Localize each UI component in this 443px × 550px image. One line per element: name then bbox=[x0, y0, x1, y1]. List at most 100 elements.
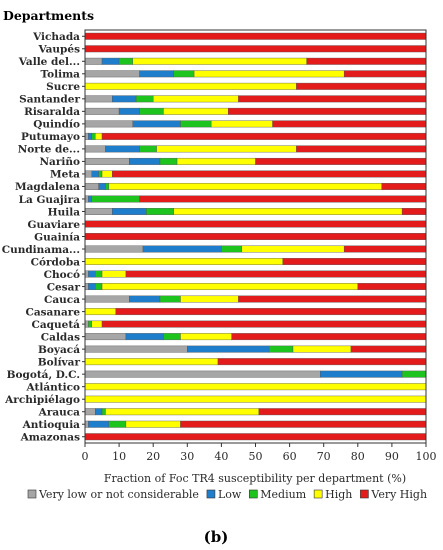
category-label: Arauca bbox=[38, 407, 81, 419]
category-label: Putumayo bbox=[21, 131, 80, 143]
bar-segment bbox=[217, 358, 427, 366]
bar-segment bbox=[343, 70, 427, 78]
bar-segment bbox=[135, 95, 154, 103]
category-label: Nariño bbox=[39, 156, 80, 168]
x-tick-label: 60 bbox=[283, 450, 297, 463]
x-tick-label: 0 bbox=[82, 450, 89, 463]
bar-segment bbox=[357, 283, 427, 291]
bar-segment bbox=[84, 82, 297, 90]
bar-segment bbox=[84, 157, 130, 165]
bar-segment bbox=[84, 220, 427, 228]
bar-segment bbox=[91, 320, 103, 328]
bar-segment bbox=[84, 182, 99, 190]
category-label: Meta bbox=[50, 169, 80, 181]
bar-segment bbox=[88, 270, 96, 278]
legend-swatch bbox=[313, 489, 323, 499]
bar-segment bbox=[105, 408, 260, 416]
chart-title: Departments bbox=[3, 8, 94, 23]
x-tick-label: 90 bbox=[385, 450, 399, 463]
category-label: Vaupés bbox=[37, 44, 80, 56]
category-label: Archipiélago bbox=[4, 394, 80, 406]
bar-segment bbox=[88, 195, 93, 203]
bar-segment bbox=[125, 270, 427, 278]
category-label: Casanare bbox=[25, 306, 80, 318]
bar-segment bbox=[105, 182, 110, 190]
bar-segment bbox=[268, 345, 294, 353]
bar-segment bbox=[231, 333, 427, 341]
bars-group bbox=[84, 32, 427, 441]
category-label: Antioquia bbox=[22, 419, 81, 431]
bar-segment bbox=[152, 95, 239, 103]
bar-segment bbox=[112, 170, 427, 178]
bar-segment bbox=[282, 258, 427, 265]
bar-segment bbox=[84, 132, 89, 140]
bar-segment bbox=[173, 70, 195, 78]
bar-segment bbox=[163, 333, 181, 341]
bar-segment bbox=[101, 283, 359, 291]
bar-segment bbox=[84, 170, 93, 178]
bar-segment bbox=[88, 420, 110, 428]
bar-segment bbox=[101, 57, 120, 65]
bar-segment bbox=[401, 208, 427, 215]
x-tick-label: 40 bbox=[214, 450, 228, 463]
bar-segment bbox=[156, 145, 297, 153]
bar-segment bbox=[84, 107, 120, 115]
bar-segment bbox=[112, 95, 137, 103]
x-tick-label: 10 bbox=[112, 450, 126, 463]
bar-segment bbox=[210, 120, 273, 128]
bar-segment bbox=[125, 420, 181, 428]
bar-segment bbox=[139, 107, 164, 115]
category-label: Quindío bbox=[33, 119, 80, 131]
legend-label: Low bbox=[218, 488, 242, 501]
bar-segment bbox=[84, 420, 89, 428]
x-axis-label: Fraction of Foc TR4 susceptibility per d… bbox=[104, 472, 406, 485]
bar-segment bbox=[228, 107, 427, 115]
category-label: Risaralda bbox=[24, 106, 80, 118]
bar-segment bbox=[84, 295, 130, 303]
bar-segment bbox=[84, 245, 144, 253]
bar-segment bbox=[139, 195, 427, 203]
category-label: Cesar bbox=[47, 281, 81, 293]
category-label: Santander bbox=[19, 94, 80, 106]
bar-segment bbox=[180, 420, 427, 428]
bar-segment bbox=[84, 32, 427, 40]
bar-segment bbox=[84, 95, 113, 103]
category-label: Cauca bbox=[44, 294, 80, 306]
x-tick-label: 30 bbox=[180, 450, 194, 463]
legend-swatch bbox=[360, 489, 369, 499]
category-label: Amazonas bbox=[20, 432, 80, 444]
bar-segment bbox=[132, 120, 181, 128]
bar-segment bbox=[88, 283, 96, 291]
bar-segment bbox=[139, 70, 174, 78]
category-label: Bogotá, D.C. bbox=[7, 369, 80, 381]
bar-segment bbox=[187, 345, 270, 353]
bar-segment bbox=[91, 195, 140, 203]
bar-segment bbox=[95, 132, 103, 140]
bar-segment bbox=[320, 370, 403, 378]
bar-segment bbox=[84, 208, 113, 215]
figure-caption: (b) bbox=[204, 528, 229, 546]
bar-segment bbox=[95, 270, 103, 278]
category-label: Boyacá bbox=[38, 344, 80, 356]
bar-segment bbox=[343, 245, 427, 253]
bar-segment bbox=[296, 145, 427, 153]
category-label: Tolima bbox=[40, 69, 80, 81]
bar-segment bbox=[108, 420, 127, 428]
bar-segment bbox=[84, 333, 127, 341]
bar-segment bbox=[112, 208, 147, 215]
bar-segment bbox=[84, 70, 140, 78]
x-tick-label: 70 bbox=[317, 450, 331, 463]
bar-segment bbox=[129, 295, 161, 303]
bar-segment bbox=[84, 57, 103, 65]
category-label: Caquetá bbox=[32, 319, 81, 331]
bar-segment bbox=[84, 433, 427, 441]
bar-segment bbox=[180, 120, 212, 128]
bar-segment bbox=[84, 395, 427, 403]
bar-segment bbox=[255, 157, 427, 165]
bar-segment bbox=[173, 208, 403, 215]
bar-segment bbox=[84, 270, 89, 278]
bar-segment bbox=[401, 370, 427, 378]
category-label: Sucre bbox=[46, 81, 80, 93]
bar-segment bbox=[101, 320, 427, 328]
